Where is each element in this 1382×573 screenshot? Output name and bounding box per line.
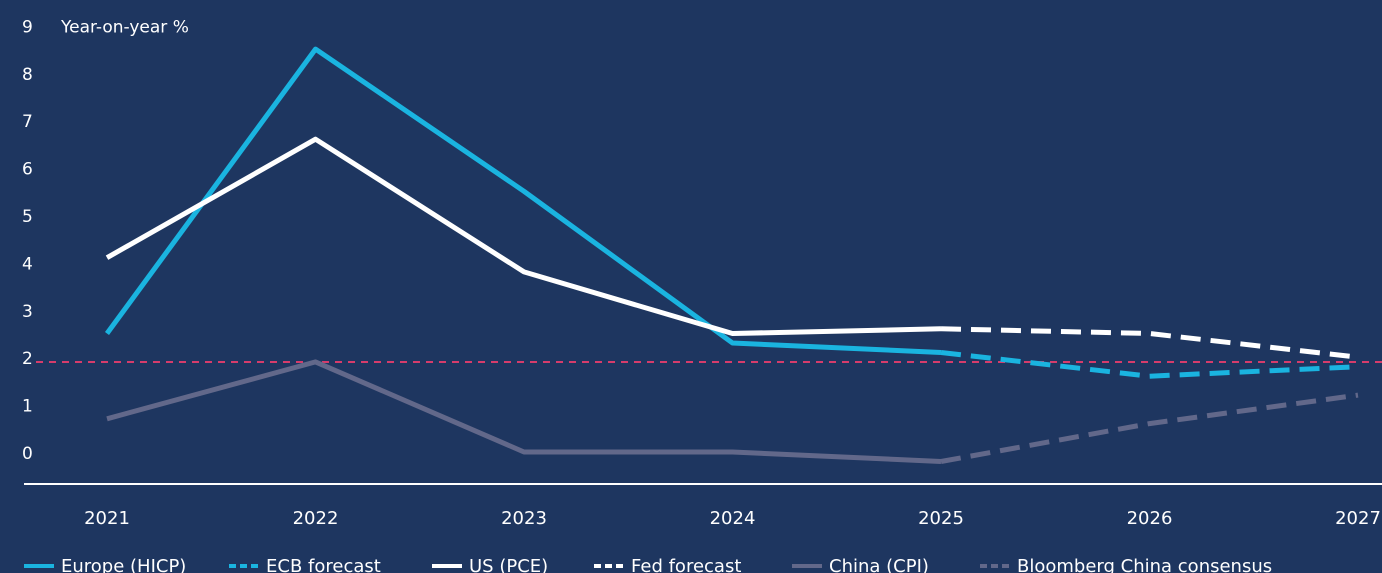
x-axis-tick-labels: 2021 2022 2023 2024 2025 2026 2027 (84, 508, 1381, 529)
y-tick-label: 6 (22, 160, 33, 180)
legend-label: Europe (HICP) (61, 556, 186, 573)
legend: Europe (HICP) ECB forecast US (PCE) Fed for… (24, 556, 1272, 573)
x-tick-label: 2021 (84, 508, 130, 529)
y-tick-label: 3 (22, 302, 33, 322)
x-tick-label: 2023 (501, 508, 547, 529)
y-tick-label: 4 (22, 254, 33, 274)
series-line-us-pce (105, 136, 942, 336)
legend-item: ECB forecast (229, 556, 381, 573)
series-line-bloomberg-china-consensus (940, 392, 1359, 464)
y-axis-tick-labels: 0 1 2 3 4 5 6 7 8 9 (22, 17, 33, 464)
legend-label: Fed forecast (631, 556, 741, 573)
x-tick-label: 2026 (1127, 508, 1173, 529)
series-line-europe-hicp (104, 46, 942, 355)
legend-item: Europe (HICP) (24, 556, 186, 573)
series-lines (104, 46, 1359, 464)
y-tick-label: 8 (22, 65, 33, 85)
legend-label: US (PCE) (469, 556, 548, 573)
x-tick-label: 2025 (918, 508, 964, 529)
legend-label: ECB forecast (266, 556, 381, 573)
legend-label: China (CPI) (829, 556, 929, 573)
x-tick-label: 2022 (293, 508, 339, 529)
y-tick-label: 1 (22, 397, 33, 417)
legend-item: Bloomberg China consensus (980, 556, 1272, 573)
y-tick-label: 7 (22, 112, 33, 132)
legend-item: Fed forecast (594, 556, 741, 573)
series-line-fed-forecast (940, 326, 1359, 360)
series-line-china-cpi (106, 359, 942, 464)
y-tick-label: 2 (22, 349, 33, 369)
x-tick-label: 2024 (710, 508, 756, 529)
y-tick-label: 9 (22, 17, 33, 37)
legend-item: US (PCE) (432, 556, 548, 573)
series-line-ecb-forecast (940, 350, 1359, 379)
y-axis-label: Year-on-year % (60, 17, 189, 37)
y-tick-label: 0 (22, 444, 33, 464)
x-tick-label: 2027 (1335, 508, 1381, 529)
legend-item: China (CPI) (792, 556, 929, 573)
legend-label: Bloomberg China consensus (1017, 556, 1272, 573)
y-tick-label: 5 (22, 207, 33, 227)
